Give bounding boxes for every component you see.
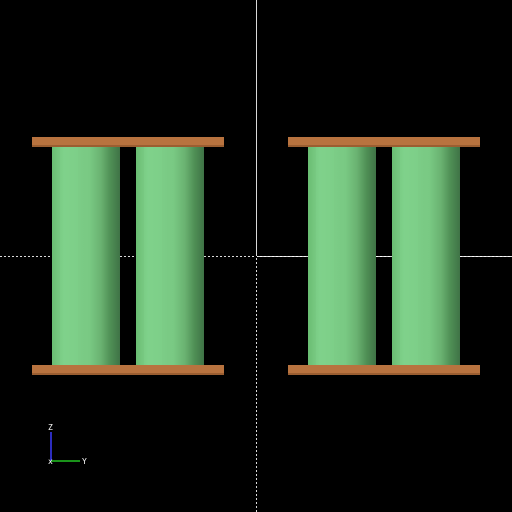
cylinder-right-2-highlight <box>400 137 418 372</box>
plate-left-top-edge <box>32 145 224 147</box>
cylinder-left-1[interactable] <box>52 137 120 369</box>
plate-left-top[interactable] <box>32 137 224 147</box>
cylinder-left-2-highlight <box>144 137 162 369</box>
plate-left-bottom[interactable] <box>32 365 224 375</box>
plate-right-bottom-edge <box>288 373 480 375</box>
z-axis-label: Z <box>48 423 53 432</box>
cylinder-left-1-highlight <box>60 137 78 369</box>
cylinder-right-1[interactable] <box>308 137 376 372</box>
assembly-left[interactable] <box>32 137 224 375</box>
cylinder-right-2[interactable] <box>392 137 460 372</box>
origin-icon: x <box>48 457 53 466</box>
plate-right-top-edge <box>288 145 480 147</box>
y-axis-label: Y <box>82 457 87 466</box>
plate-right-bottom[interactable] <box>288 365 480 375</box>
cylinder-left-2[interactable] <box>136 137 204 369</box>
plate-left-bottom-edge <box>32 373 224 375</box>
plate-right-top[interactable] <box>288 137 480 147</box>
cylinder-right-1-highlight <box>316 137 334 372</box>
assembly-right[interactable] <box>288 137 480 375</box>
axis-gizmo: x Z Y <box>48 423 87 466</box>
